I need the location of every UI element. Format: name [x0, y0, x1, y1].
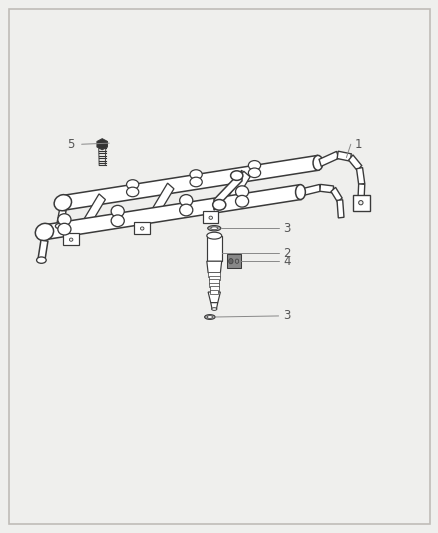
Polygon shape	[208, 276, 219, 280]
Polygon shape	[238, 192, 245, 201]
Polygon shape	[301, 184, 320, 196]
Polygon shape	[61, 220, 67, 229]
Ellipse shape	[248, 168, 260, 177]
Polygon shape	[348, 155, 361, 171]
Text: 2: 2	[283, 247, 290, 260]
Polygon shape	[352, 195, 370, 211]
Ellipse shape	[207, 225, 220, 231]
Polygon shape	[63, 233, 78, 245]
Ellipse shape	[126, 187, 138, 197]
Text: 5: 5	[67, 138, 74, 151]
Ellipse shape	[111, 215, 124, 227]
Ellipse shape	[358, 200, 362, 205]
Polygon shape	[206, 261, 221, 273]
Text: 3: 3	[283, 310, 290, 322]
Polygon shape	[202, 212, 218, 223]
Text: 4: 4	[283, 255, 290, 268]
Polygon shape	[130, 184, 135, 192]
Polygon shape	[210, 290, 218, 294]
Polygon shape	[46, 185, 300, 239]
Ellipse shape	[228, 259, 233, 264]
Polygon shape	[356, 167, 364, 185]
Polygon shape	[357, 184, 364, 203]
Ellipse shape	[207, 316, 212, 318]
Ellipse shape	[235, 196, 248, 207]
Ellipse shape	[179, 204, 192, 216]
Polygon shape	[81, 194, 105, 229]
Polygon shape	[336, 151, 350, 161]
Ellipse shape	[59, 195, 69, 210]
Ellipse shape	[190, 177, 202, 187]
Ellipse shape	[54, 195, 71, 211]
Ellipse shape	[212, 199, 225, 210]
Ellipse shape	[211, 308, 216, 310]
Polygon shape	[251, 165, 257, 173]
Ellipse shape	[140, 227, 144, 230]
Polygon shape	[318, 151, 338, 166]
Ellipse shape	[179, 195, 192, 206]
Ellipse shape	[126, 180, 138, 189]
Polygon shape	[114, 211, 121, 221]
Ellipse shape	[230, 171, 242, 180]
Polygon shape	[183, 200, 189, 210]
Ellipse shape	[36, 257, 46, 263]
Ellipse shape	[295, 184, 305, 199]
Polygon shape	[208, 272, 220, 277]
Polygon shape	[209, 286, 218, 290]
Polygon shape	[208, 279, 219, 284]
Ellipse shape	[248, 160, 260, 170]
Ellipse shape	[204, 314, 215, 319]
Polygon shape	[319, 184, 333, 193]
Polygon shape	[336, 200, 343, 218]
Ellipse shape	[97, 143, 107, 148]
Polygon shape	[206, 236, 221, 261]
Ellipse shape	[235, 259, 238, 263]
Polygon shape	[210, 303, 217, 309]
Ellipse shape	[35, 223, 53, 240]
Polygon shape	[134, 222, 149, 234]
Polygon shape	[213, 170, 241, 210]
Ellipse shape	[190, 169, 202, 179]
Polygon shape	[227, 254, 240, 268]
Polygon shape	[63, 156, 318, 210]
Ellipse shape	[206, 232, 221, 239]
Polygon shape	[209, 283, 219, 287]
Ellipse shape	[58, 214, 71, 225]
Ellipse shape	[42, 224, 51, 239]
Text: 1: 1	[354, 138, 362, 151]
Polygon shape	[57, 209, 66, 227]
Ellipse shape	[69, 238, 73, 241]
Polygon shape	[38, 240, 48, 261]
Polygon shape	[330, 187, 341, 202]
Polygon shape	[208, 292, 220, 303]
Ellipse shape	[111, 205, 124, 217]
Ellipse shape	[55, 223, 64, 229]
Text: 3: 3	[283, 222, 290, 235]
Polygon shape	[97, 139, 107, 150]
Ellipse shape	[210, 227, 217, 230]
Polygon shape	[226, 171, 250, 206]
Ellipse shape	[312, 156, 322, 170]
Ellipse shape	[58, 223, 71, 235]
Polygon shape	[193, 174, 198, 182]
Ellipse shape	[208, 216, 212, 219]
Ellipse shape	[235, 186, 248, 198]
Polygon shape	[150, 183, 173, 218]
